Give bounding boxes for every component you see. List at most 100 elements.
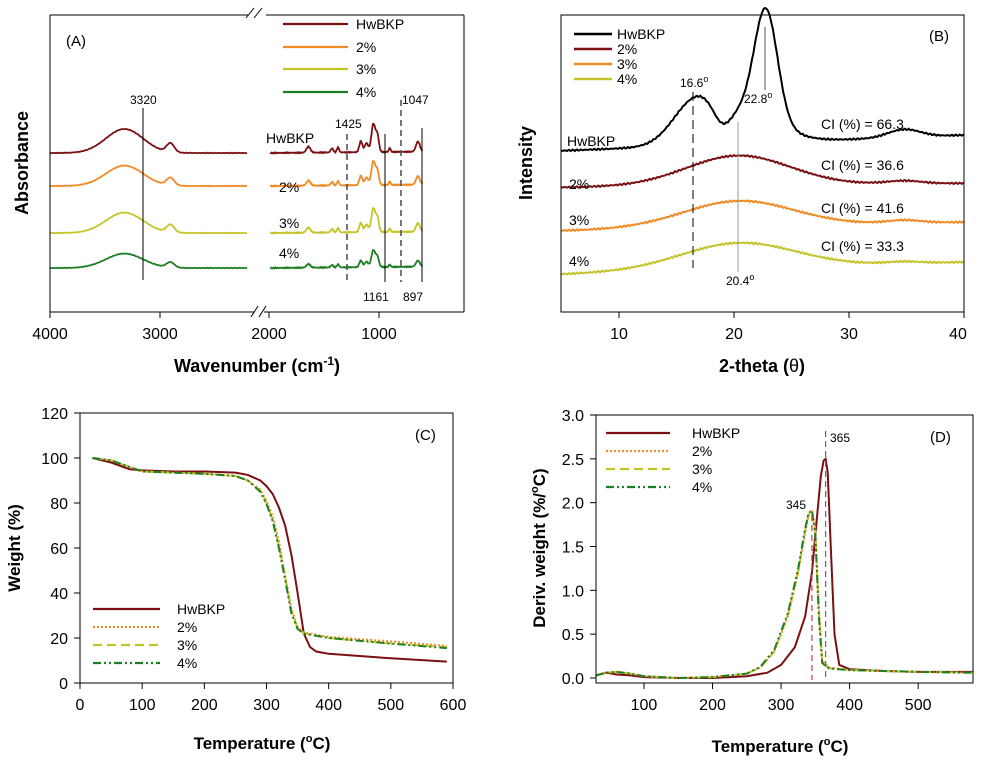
panel-b-ci-labels: CI (%) = 66.3 CI (%) = 36.6 CI (%) = 41.…: [821, 116, 904, 254]
row-label-4pct: 4%: [279, 245, 299, 261]
legend-a-label-2pct: 2%: [356, 39, 376, 55]
panel-c-tag: (C): [415, 427, 436, 444]
d-xtick-label: 300: [768, 697, 795, 714]
panel-a-y-axis-title: Absorbance: [12, 111, 32, 215]
row-label-hwbkp: HwBKP: [266, 130, 314, 146]
spectrum-high-hwbkp: [49, 128, 248, 155]
d-ytick-label: 2.0: [562, 496, 584, 513]
dtg-curve-hwbkp: [595, 456, 973, 679]
ci-label-hwbkp: CI (%) = 66.3: [821, 116, 904, 132]
panel-b-peak-lines: [692, 27, 766, 272]
panel-c-x-axis-title: Temperature (oC): [194, 733, 331, 753]
panel-d-peak-lines: [811, 431, 827, 680]
c-xtick-label: 0: [76, 697, 85, 714]
legend-d-label-4pct: 4%: [692, 479, 712, 495]
spectrum-low-hwbkp: [269, 123, 424, 155]
spectrum-high-3pct: [49, 211, 248, 235]
c-ytick-label: 40: [50, 586, 68, 603]
legend-c-label-3pct: 3%: [177, 637, 197, 653]
legend-c-label-hwbkp: HwBKP: [177, 601, 225, 617]
xrd-pattern-2pct: [560, 154, 965, 190]
c-ytick-label: 60: [50, 541, 68, 558]
panel-a-x-tick-labels: 4000 3000 2000 1000: [32, 326, 397, 343]
d-ytick-label: 0.5: [562, 627, 584, 644]
spectrum-low-3pct: [269, 207, 424, 235]
xrd-pattern-hwbkp: [560, 7, 965, 153]
panel-a-x-axis-title: Wavenumber (cm-1): [174, 354, 340, 376]
tga-curve-4pct: [92, 457, 447, 650]
dtg-curve-4pct: [595, 508, 974, 680]
panel-a-spectra: [49, 123, 424, 270]
panel-d-tag: (D): [930, 429, 951, 446]
b-row-label-hwbkp: HwBKP: [567, 133, 615, 149]
legend-b-label-4pct: 4%: [617, 71, 637, 87]
legend-a-label-hwbkp: HwBKP: [356, 16, 404, 32]
legend-d-label-hwbkp: HwBKP: [692, 425, 740, 441]
panel-d-legend: HwBKP 2% 3% 4%: [606, 425, 740, 495]
panel-b-legend: HwBKP 2% 3% 4%: [574, 26, 665, 87]
c-xtick-label: 200: [191, 697, 218, 714]
panel-c-curves: [92, 457, 447, 663]
b-xtick-30: 30: [840, 326, 858, 343]
peak-label-345: 345: [786, 498, 806, 512]
spectrum-high-2pct: [49, 164, 248, 188]
c-ytick-label: 100: [41, 451, 68, 468]
tga-curve-hwbkp: [92, 457, 447, 663]
panel-b-x-ticks: [618, 312, 965, 318]
a-xtick-4000: 4000: [32, 326, 68, 343]
xrd-pattern-3pct: [560, 199, 965, 233]
panel-b-peak-labels: 16.6o 22.8o 20.4o: [680, 74, 772, 288]
d-ytick-label: 1.5: [562, 540, 584, 557]
row-label-3pct: 3%: [279, 215, 299, 231]
d-ytick-label: 1.0: [562, 583, 584, 600]
panel-a-row-labels: HwBKP 2% 3% 4%: [266, 130, 314, 261]
xrd-pattern-4pct: [560, 241, 965, 276]
ci-label-3pct: CI (%) = 41.6: [821, 200, 904, 216]
panel-c-axes: 0 100 200 300 400 500 600 0 20 40 60 80 100 120: [41, 406, 466, 714]
panel-c-y-axis-title: Weight (%): [5, 504, 24, 592]
panel-d-x-axis-title: Temperature (oC): [712, 736, 849, 756]
d-xtick-label: 400: [836, 697, 863, 714]
spectrum-high-4pct: [49, 252, 248, 270]
panel-a-legend: HwBKP 2% 3% 4%: [283, 16, 404, 100]
panel-a: 3320 1425 1047 1161 897 HwBKP 2% 3% 4% (…: [12, 7, 465, 376]
row-label-2pct: 2%: [279, 179, 299, 195]
panel-a-peak-labels: 3320 1425 1047 1161 897: [130, 93, 429, 304]
panel-c: 0 100 200 300 400 500 600 0 20 40 60 80 100 120 (C) H…: [5, 406, 466, 753]
panel-b-row-labels: HwBKP 2% 3% 4%: [567, 133, 615, 269]
peak-label-20-4: 20.4o: [726, 272, 754, 288]
panel-b-frame: [560, 14, 965, 313]
c-ytick-label: 0: [59, 676, 68, 693]
d-xtick-label: 200: [699, 697, 726, 714]
dtg-curve-3pct: [595, 509, 974, 680]
c-xtick-label: 500: [377, 697, 404, 714]
panel-b-x-axis-title: 2-theta (θ): [719, 356, 805, 376]
legend-c-label-4pct: 4%: [177, 655, 197, 671]
d-ytick-label: 3.0: [562, 408, 584, 425]
c-ytick-label: 120: [41, 406, 68, 423]
panel-d: 100 200 300 400 500 0.0 0.5 1.0 1.5 2.0 2.5 3.0 345…: [529, 408, 974, 756]
panel-d-frame: [595, 414, 974, 684]
b-xtick-10: 10: [610, 326, 628, 343]
c-xtick-label: 100: [129, 697, 156, 714]
peak-label-3320: 3320: [130, 93, 157, 107]
panel-b-x-tick-labels: 10 20 30 40: [610, 326, 967, 343]
panel-a-peak-lines: [142, 100, 423, 282]
d-xtick-label: 500: [905, 697, 932, 714]
b-row-label-4pct: 4%: [569, 253, 589, 269]
peak-label-1425: 1425: [335, 117, 362, 131]
c-xtick-label: 400: [315, 697, 342, 714]
tga-curve-2pct: [92, 457, 447, 647]
b-row-label-3pct: 3%: [569, 212, 589, 228]
d-xtick-label: 100: [631, 697, 658, 714]
ci-label-4pct: CI (%) = 33.3: [821, 238, 904, 254]
legend-b-label-2pct: 2%: [617, 41, 637, 57]
panel-c-legend: HwBKP 2% 3% 4%: [93, 601, 225, 671]
panel-b: 16.6o 22.8o 20.4o HwBKP 2% 3% 4% CI (%) …: [516, 7, 967, 376]
a-xtick-3000: 3000: [142, 326, 178, 343]
a-xtick-2000: 2000: [251, 326, 287, 343]
peak-label-1047: 1047: [402, 93, 429, 107]
c-xtick-label: 600: [440, 697, 467, 714]
peak-label-16-6: 16.6o: [680, 74, 708, 90]
